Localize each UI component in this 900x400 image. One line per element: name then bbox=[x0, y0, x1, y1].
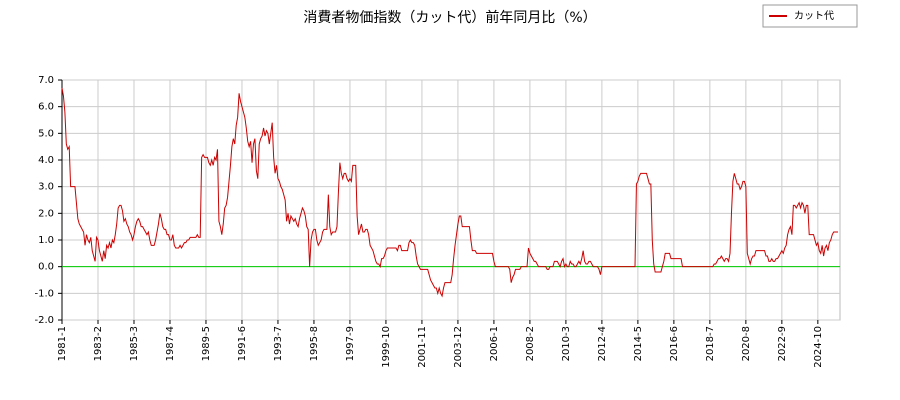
x-tick-label: 2012-4 bbox=[597, 326, 608, 361]
y-tick-label: 1.0 bbox=[38, 235, 54, 246]
x-tick-label: 2018-7 bbox=[705, 326, 716, 361]
x-tick-label: 2020-8 bbox=[741, 326, 752, 361]
x-tick-label: 2003-12 bbox=[453, 326, 464, 368]
y-tick-label: 6.0 bbox=[38, 102, 54, 113]
y-tick-label: 7.0 bbox=[38, 75, 54, 86]
chart-title: 消費者物価指数（カット代）前年同月比（%） bbox=[303, 9, 596, 26]
x-tick-label: 1983-2 bbox=[93, 326, 104, 361]
y-tick-label: 5.0 bbox=[38, 128, 54, 139]
legend-label: カット代 bbox=[794, 10, 834, 22]
y-tick-label: -1.0 bbox=[34, 288, 54, 299]
x-tick-label: 2024-10 bbox=[813, 326, 824, 368]
y-tick-label: -2.0 bbox=[34, 315, 54, 326]
x-tick-label: 1985-3 bbox=[129, 326, 140, 361]
x-tick-label: 1995-8 bbox=[309, 326, 320, 361]
x-tick-label: 1999-10 bbox=[381, 326, 392, 368]
y-tick-label: 0.0 bbox=[38, 262, 54, 273]
x-tick-label: 1989-5 bbox=[201, 326, 212, 361]
y-tick-label: 4.0 bbox=[38, 155, 54, 166]
x-tick-label: 1987-4 bbox=[165, 326, 176, 361]
x-tick-label: 2008-2 bbox=[525, 326, 536, 361]
x-tick-label: 2006-1 bbox=[489, 326, 500, 361]
x-tick-label: 2010-3 bbox=[561, 326, 572, 361]
data-line bbox=[61, 87, 838, 298]
x-tick-label: 1993-7 bbox=[273, 326, 284, 361]
x-tick-label: 1991-6 bbox=[237, 326, 248, 361]
x-tick-label: 1981-1 bbox=[57, 326, 68, 361]
x-tick-label: 2014-5 bbox=[633, 326, 644, 361]
x-tick-label: 2016-6 bbox=[669, 326, 680, 361]
x-tick-label: 2001-11 bbox=[417, 326, 428, 368]
y-tick-label: 3.0 bbox=[38, 182, 54, 193]
x-tick-label: 1997-9 bbox=[345, 326, 356, 361]
x-tick-label: 2022-9 bbox=[777, 326, 788, 361]
y-tick-label: 2.0 bbox=[38, 208, 54, 219]
legend-box bbox=[762, 4, 858, 28]
